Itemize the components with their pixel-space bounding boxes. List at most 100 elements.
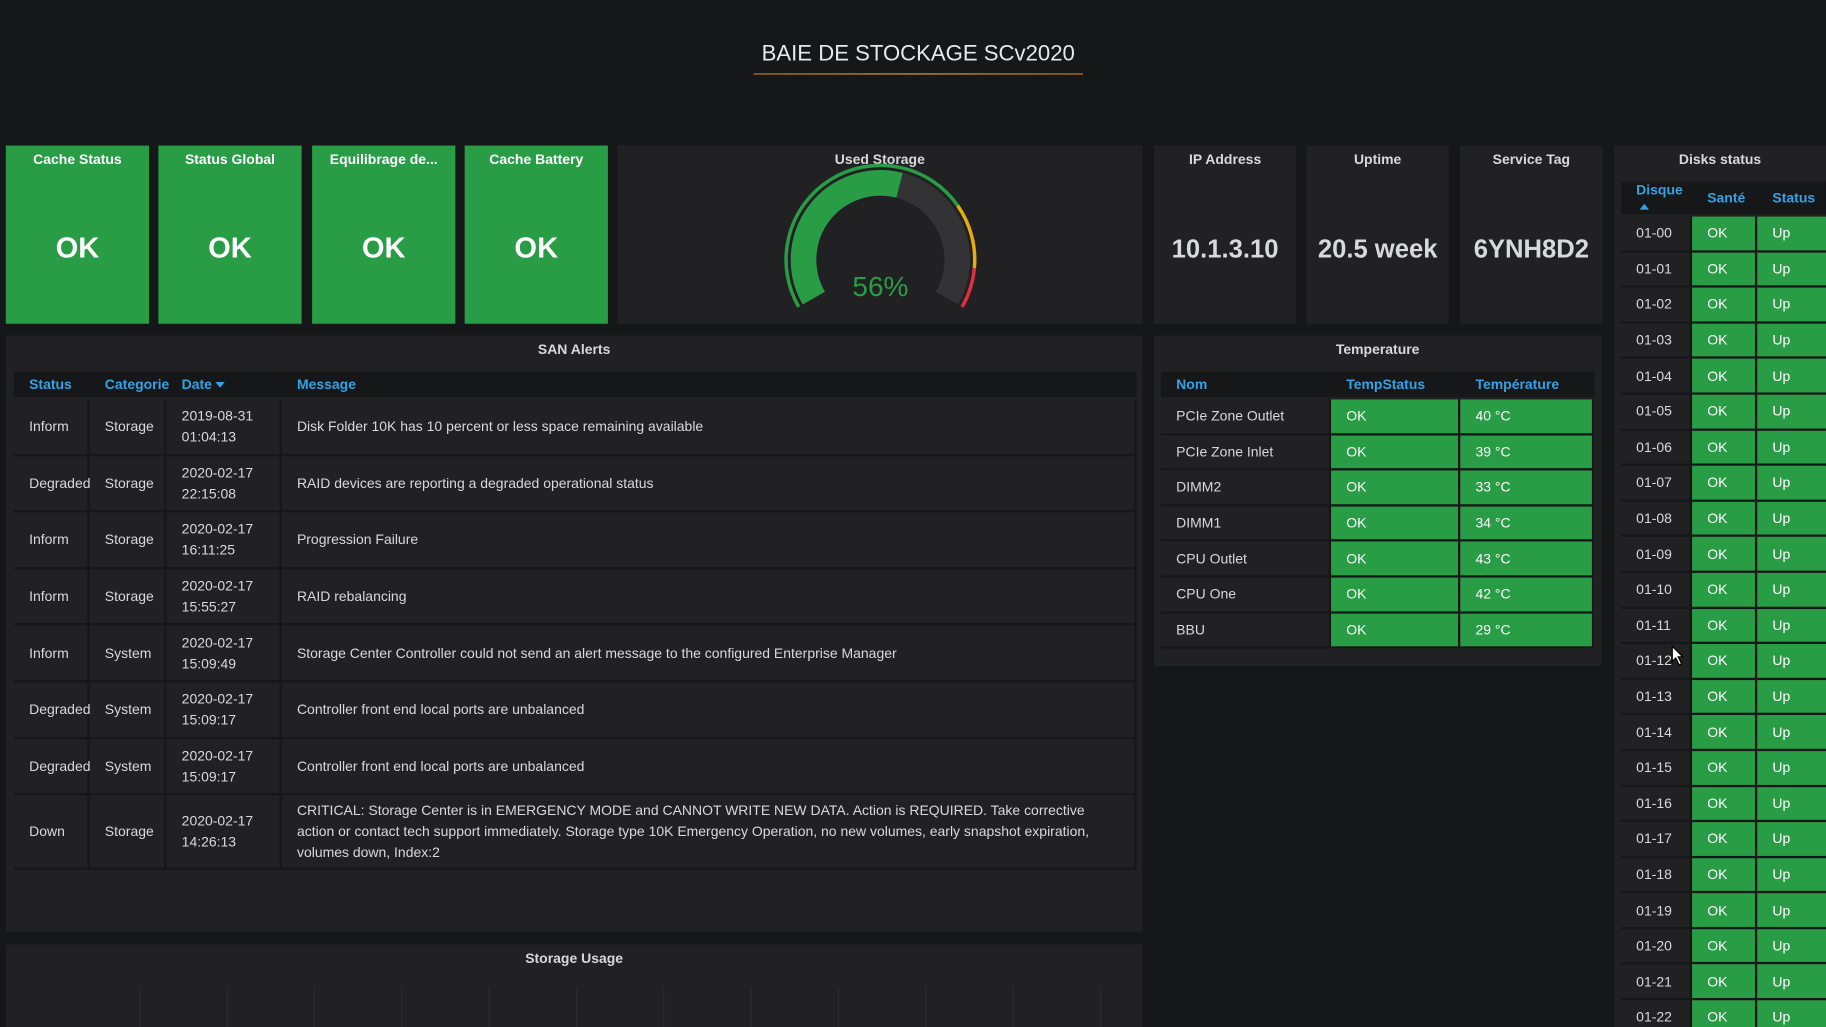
info-panel: Service Tag 6YNH8D2 bbox=[1460, 145, 1603, 324]
table-cell: OK bbox=[1692, 822, 1758, 858]
table-cell: DIMM1 bbox=[1161, 506, 1332, 542]
info-panel: Uptime 20.5 week bbox=[1306, 145, 1449, 324]
table-cell: OK bbox=[1331, 435, 1461, 471]
table-cell: Up bbox=[1757, 608, 1826, 645]
table-row: PCIe Zone Inlet OK 39 °C bbox=[1161, 435, 1595, 471]
table-cell: CPU Outlet bbox=[1161, 541, 1332, 578]
table-cell: 01-12 bbox=[1621, 644, 1693, 680]
panel-title: Storage Usage bbox=[525, 950, 624, 967]
data-table: Nom TempStatus Température PCIe Zone Outlet… bbox=[1161, 371, 1595, 649]
table-cell: Up bbox=[1757, 822, 1826, 858]
table-cell: 01-22 bbox=[1621, 1000, 1693, 1027]
table-cell: 01-07 bbox=[1621, 465, 1693, 502]
column-header[interactable]: Température bbox=[1460, 371, 1595, 400]
table-row: 01-13 OK Up bbox=[1621, 679, 1826, 716]
data-table: Status Categorie Date Message Inform Storage 2… bbox=[13, 371, 1137, 871]
table-cell: OK bbox=[1331, 613, 1461, 649]
panel-title: Used Storage bbox=[834, 151, 925, 168]
table-cell: OK bbox=[1692, 644, 1758, 680]
table-cell: 01-02 bbox=[1621, 287, 1693, 324]
table-cell: OK bbox=[1692, 964, 1758, 1001]
column-header[interactable]: Categorie bbox=[89, 371, 170, 400]
table-cell: 2020-02-17 22:15:08 bbox=[166, 456, 282, 513]
column-header[interactable]: TempStatus bbox=[1331, 371, 1461, 400]
table-row: Degraded System 2020-02-17 15:09:17 Control… bbox=[13, 738, 1137, 796]
table-cell: RAID devices are reporting a degraded op… bbox=[281, 456, 1137, 513]
table-cell: OK bbox=[1692, 608, 1758, 645]
header-row: Disque Santé Status bbox=[1621, 181, 1826, 217]
column-header-text: Santé bbox=[1707, 189, 1746, 207]
table-cell: OK bbox=[1692, 430, 1758, 466]
table-cell: 01-06 bbox=[1621, 430, 1693, 466]
threshold-ring bbox=[960, 267, 977, 308]
table-cell: 2020-02-17 14:26:13 bbox=[166, 795, 282, 871]
table-row: 01-08 OK Up bbox=[1621, 501, 1826, 538]
gauge: 56% bbox=[784, 163, 977, 308]
stat-value: OK bbox=[208, 231, 252, 265]
table-row: 01-04 OK Up bbox=[1621, 359, 1826, 395]
sort-caret bbox=[1639, 204, 1649, 210]
table-cell: OK bbox=[1692, 715, 1758, 752]
table-cell: Up bbox=[1757, 1000, 1826, 1027]
table-cell: Storage bbox=[89, 569, 167, 626]
table-cell: CRITICAL: Storage Center is in EMERGENCY… bbox=[281, 795, 1137, 871]
table-cell: OK bbox=[1331, 506, 1461, 542]
column-header-text: Categorie bbox=[104, 376, 170, 393]
table-cell: 2020-02-17 16:11:25 bbox=[166, 512, 282, 570]
panel-title: SAN Alerts bbox=[537, 341, 611, 358]
table-cell: OK bbox=[1692, 929, 1758, 965]
data-table: Disque Santé Status 01-00 OK Up 01-01 OK Up 01-02… bbox=[1621, 181, 1826, 1027]
table-cell: OK bbox=[1692, 216, 1758, 253]
table-cell: Up bbox=[1757, 929, 1826, 965]
header-row: Status Categorie Date Message bbox=[13, 371, 1137, 400]
dashboard-title: BAIE DE STOCKAGE SCv2020 bbox=[761, 41, 1075, 67]
column-header-text: Date bbox=[181, 376, 212, 393]
table-body: 01-00 OK Up 01-01 OK Up 01-02 OK Up 01-03 OK Up 01-0… bbox=[1621, 216, 1826, 1027]
table-row: 01-01 OK Up bbox=[1621, 252, 1826, 288]
table-cell: Progression Failure bbox=[281, 512, 1137, 570]
table-cell: CPU One bbox=[1161, 577, 1332, 614]
table-cell: 39 °C bbox=[1460, 435, 1595, 471]
table-cell: Up bbox=[1757, 893, 1826, 930]
column-header[interactable]: Message bbox=[281, 371, 1137, 400]
table-cell: Up bbox=[1757, 465, 1826, 502]
column-header[interactable]: Santé bbox=[1692, 181, 1758, 217]
table-cell: Controller front end local ports are unb… bbox=[281, 738, 1137, 796]
table-row: 01-00 OK Up bbox=[1621, 216, 1826, 253]
threshold-ring bbox=[784, 163, 960, 308]
table-cell: Storage bbox=[89, 512, 167, 570]
table-cell: OK bbox=[1692, 287, 1758, 324]
table-row: 01-06 OK Up bbox=[1621, 430, 1826, 466]
table-cell: OK bbox=[1692, 786, 1758, 823]
table-cell: Inform bbox=[13, 625, 90, 683]
column-header[interactable]: Date bbox=[166, 371, 282, 400]
table-cell: Disk Folder 10K has 10 percent or less s… bbox=[281, 399, 1137, 457]
table-row: 01-19 OK Up bbox=[1621, 893, 1826, 930]
table-cell: OK bbox=[1331, 470, 1461, 507]
table-row: 01-22 OK Up bbox=[1621, 1000, 1826, 1027]
info-value: 20.5 week bbox=[1317, 234, 1438, 264]
table-row: 01-15 OK Up bbox=[1621, 751, 1826, 787]
table-cell: 29 °C bbox=[1460, 613, 1595, 649]
table-cell: Storage bbox=[89, 795, 167, 871]
table-cell: 2019-08-31 01:04:13 bbox=[166, 399, 282, 457]
column-header-text: Status bbox=[29, 376, 72, 393]
gauge-bar bbox=[790, 170, 903, 305]
stat-panel: Cache Battery OK bbox=[464, 145, 608, 324]
table-cell: 01-14 bbox=[1621, 715, 1693, 752]
column-header-text: Status bbox=[1772, 189, 1816, 207]
column-header[interactable]: Status bbox=[13, 371, 90, 400]
column-header[interactable]: Disque bbox=[1621, 181, 1693, 217]
table-cell: OK bbox=[1692, 1000, 1758, 1027]
table-cell: Degraded bbox=[13, 738, 91, 796]
gauge-value: 56% bbox=[852, 271, 908, 302]
column-header[interactable]: Status bbox=[1757, 181, 1826, 217]
table-cell: 01-18 bbox=[1621, 857, 1693, 894]
table-cell: Up bbox=[1757, 359, 1826, 395]
table-row: PCIe Zone Outlet OK 40 °C bbox=[1161, 399, 1595, 436]
table-body: Inform Storage 2019-08-31 01:04:13 Disk Fol… bbox=[13, 399, 1137, 871]
table-cell: Up bbox=[1757, 252, 1826, 288]
table-cell: BBU bbox=[1161, 613, 1332, 649]
column-header[interactable]: Nom bbox=[1161, 371, 1332, 400]
chart-grid bbox=[139, 987, 1102, 1027]
